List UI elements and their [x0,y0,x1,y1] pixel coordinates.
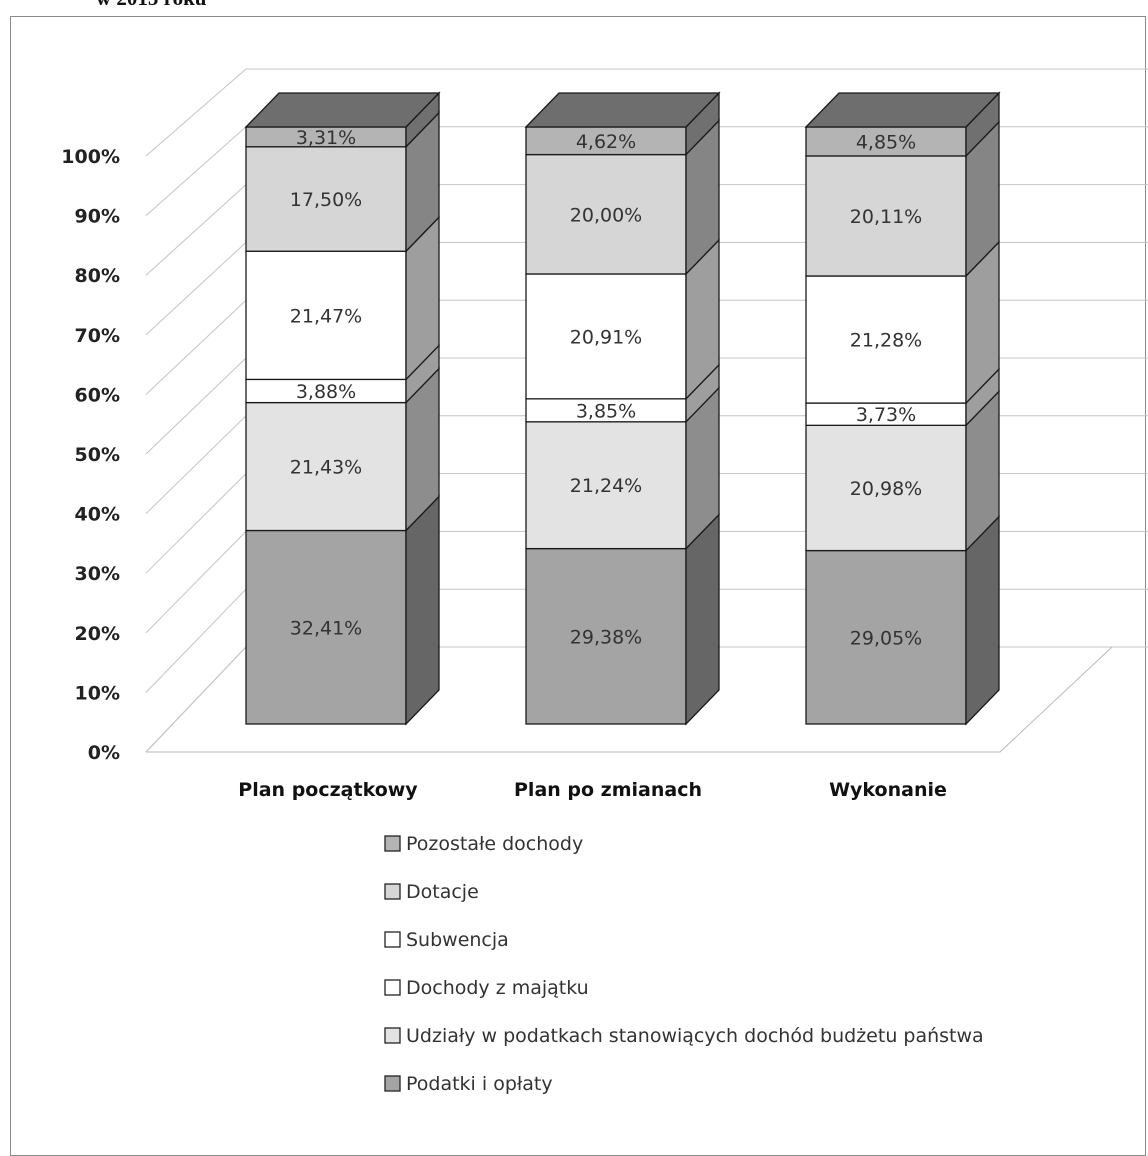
side-gridline [145,242,247,336]
data-label: 32,41% [290,617,362,639]
bar-side [405,494,440,726]
legend-label: Podatki i opłaty [406,1073,553,1095]
bar-segment [805,424,967,552]
side-gridline [145,646,247,753]
legend-swatch [384,1027,401,1044]
y-tick-label: 80% [75,265,120,287]
side-gridline [145,531,247,634]
legend-label: Pozostałe dochody [406,833,583,855]
bar-side [685,512,720,726]
legend-label: Subwencja [406,929,509,951]
data-label: 29,05% [850,627,922,649]
bars [244,91,1001,726]
x-tick-label: Plan po zmianach [514,779,702,801]
y-axis-ticks: 0% 10% 20% 30% 40% 50% 60% 70% 80% 90% 100% [61,146,120,764]
bar-side [965,514,1000,726]
y-tick-label: 70% [75,325,120,347]
legend: Pozostałe dochody Dotacje Subwencja Dochody… [384,833,984,1095]
bar-segment [525,547,687,725]
bar-top [804,92,1001,128]
bar-segment [245,401,407,532]
x-tick-label: Plan początkowy [238,779,418,801]
data-label: 20,00% [570,204,642,226]
bar-segment [525,421,687,550]
bar-top [244,92,441,128]
data-label: 3,88% [296,381,356,403]
bar-segment [805,549,967,725]
side-gridline [145,473,247,574]
x-tick-label: Wykonanie [829,779,947,801]
legend-swatch [384,883,401,900]
y-tick-label: 30% [75,563,120,585]
bar-segment [245,146,407,252]
legend-label: Udziały w podatkach stanowiących dochód … [406,1025,984,1047]
data-label: 3,85% [576,400,636,422]
data-label: 4,62% [576,131,636,153]
side-gridline [145,299,247,395]
data-label: 21,28% [850,330,922,352]
data-label: 3,73% [856,404,916,426]
side-gridline [145,588,247,693]
clipped-title: w 2015 roku [96,0,206,11]
y-tick-label: 60% [75,384,120,406]
y-tick-label: 10% [75,682,120,704]
bar-segment [525,273,687,400]
y-tick-label: 20% [75,623,120,645]
side-gridline [145,415,247,514]
legend-swatch [384,835,401,852]
data-label: 3,31% [296,127,356,149]
legend-swatch [384,931,401,948]
bar-segment [805,126,967,157]
data-label: 17,50% [290,189,362,211]
y-tick-label: 0% [88,742,120,764]
bar-top [524,92,721,128]
side-gridline [145,68,247,157]
data-label: 21,24% [570,475,642,497]
y-tick-label: 90% [75,206,120,228]
data-label: 20,11% [850,206,922,228]
data-label: 21,47% [290,305,362,327]
bar-segment [245,250,407,381]
side-gridline [145,126,247,216]
legend-swatch [384,1075,401,1092]
data-labels: 32,41% 21,43% 3,88% 21,47% 17,50% 3,31% 29,38%… [290,127,922,649]
y-tick-label: 40% [75,504,120,526]
side-gridline [145,357,247,455]
y-tick-label: 50% [75,444,120,466]
bar-segment [245,529,407,725]
y-tick-label: 100% [61,146,120,168]
data-label: 20,98% [850,478,922,500]
data-label: 29,38% [570,626,642,648]
legend-swatch [384,979,401,996]
data-label: 20,91% [570,326,642,348]
side-gridline [145,184,247,276]
legend-label: Dochody z majątku [406,977,589,999]
x-axis-ticks: Plan początkowy Plan po zmianach Wykonanie [238,779,947,801]
bar-segment [805,275,967,404]
legend-label: Dotacje [406,881,479,903]
data-label: 4,85% [856,131,916,153]
bar-segment [805,155,967,277]
data-label: 21,43% [290,457,362,479]
